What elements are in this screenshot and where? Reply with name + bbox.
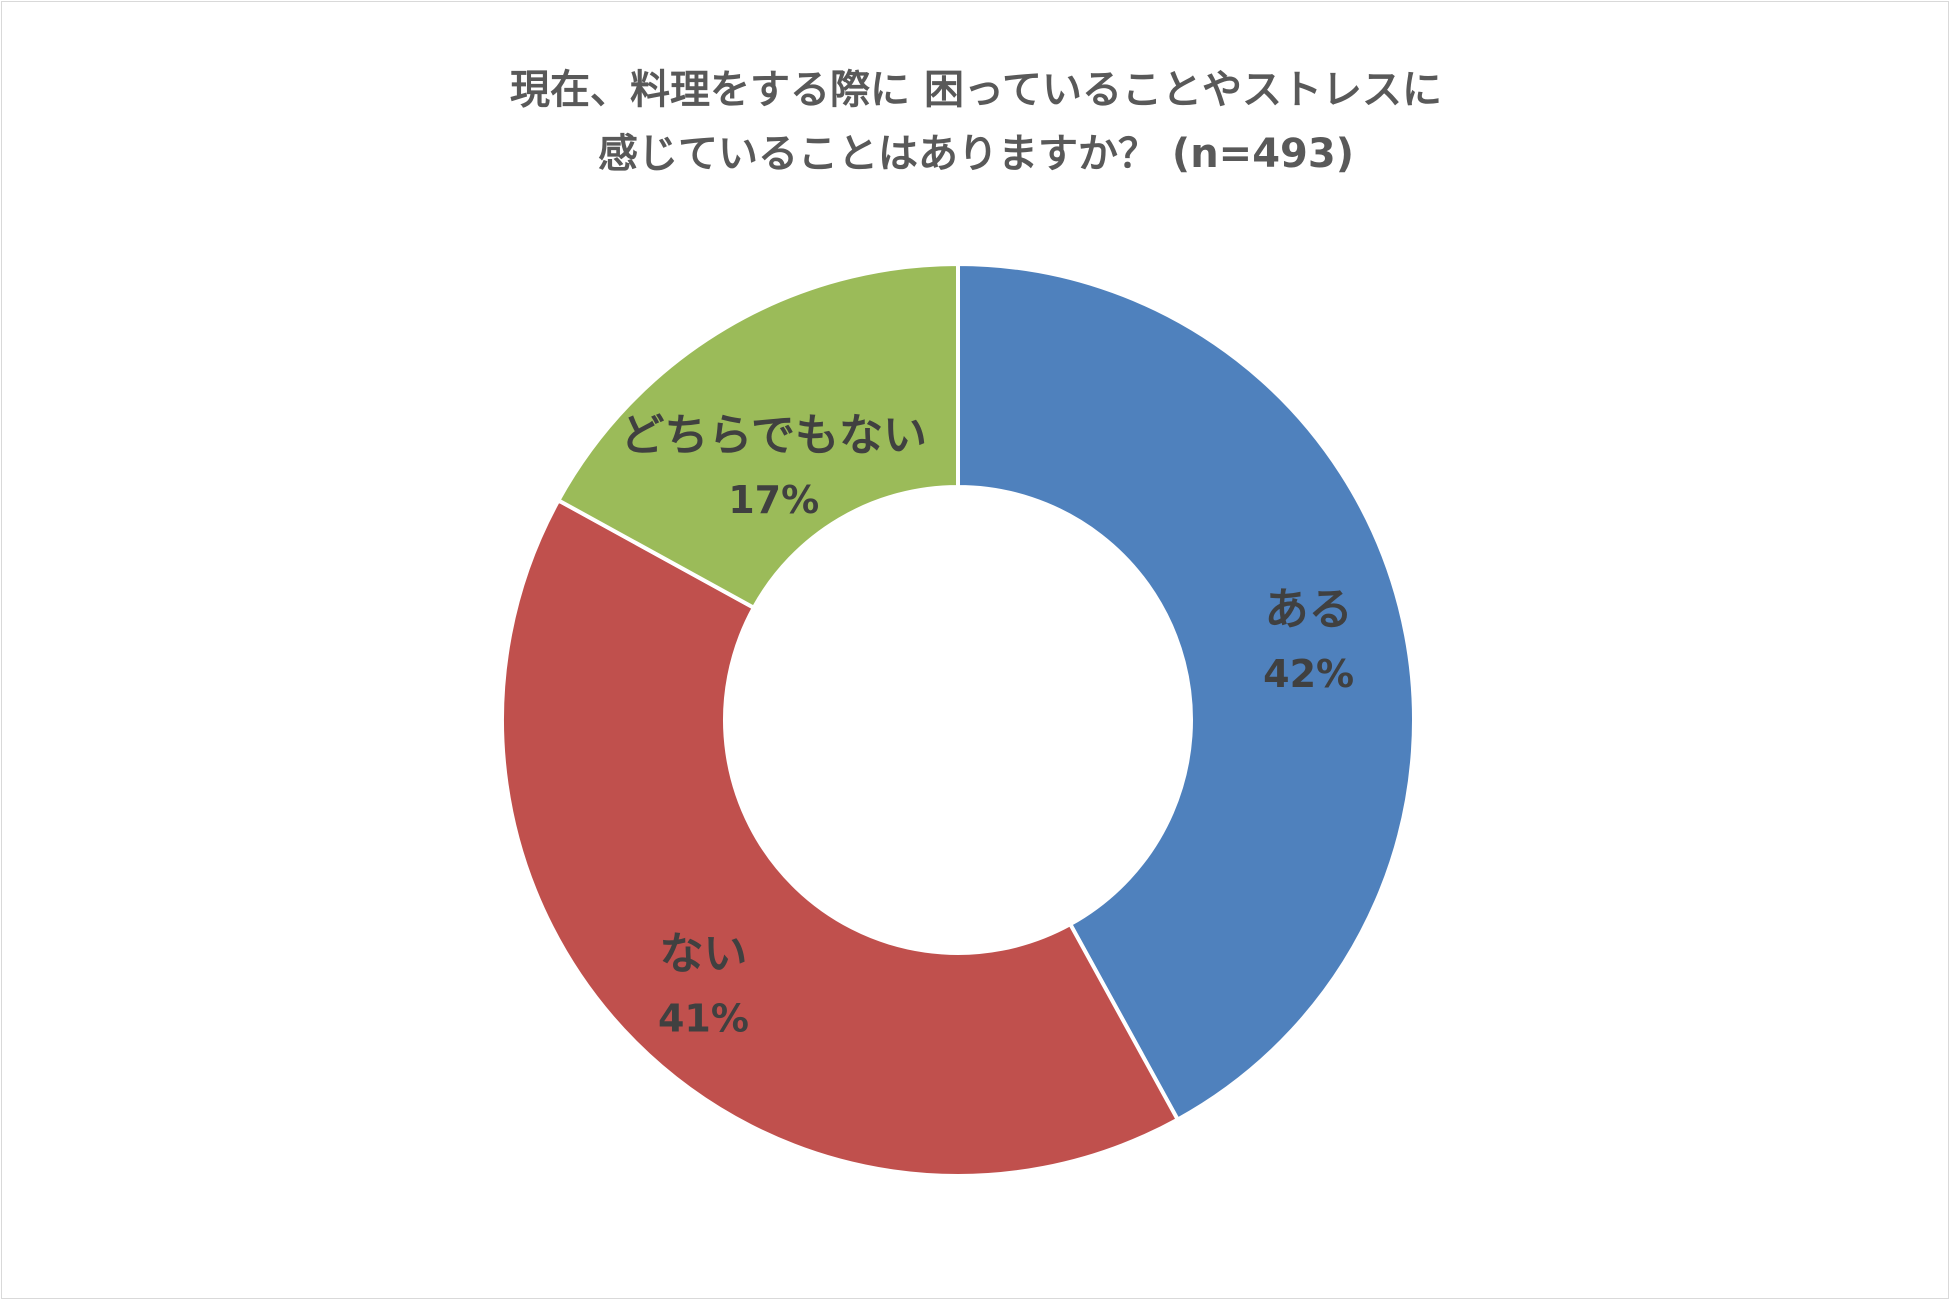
- chart-title-line-1: 現在、料理をする際に 困っていることやストレスに: [510, 67, 1442, 113]
- slice-value-label-2: 41%: [658, 997, 749, 1041]
- slice-label-2: ない: [659, 929, 747, 980]
- slice-1: [956, 262, 1416, 1122]
- chart-title: 現在、料理をする際に 困っていることやストレスに 感じていることはありますか？ …: [0, 58, 1952, 186]
- slice-2: [499, 498, 1180, 1179]
- slice-value-label-3: 17%: [728, 478, 819, 522]
- slice-label-3: どちらでもない: [620, 410, 927, 461]
- chart-title-line-2: 感じていることはありますか？ (n=493): [598, 131, 1354, 177]
- slice-value-label-1: 42%: [1263, 652, 1354, 696]
- slice-3: [556, 262, 960, 610]
- slice-label-1: ある: [1265, 584, 1353, 635]
